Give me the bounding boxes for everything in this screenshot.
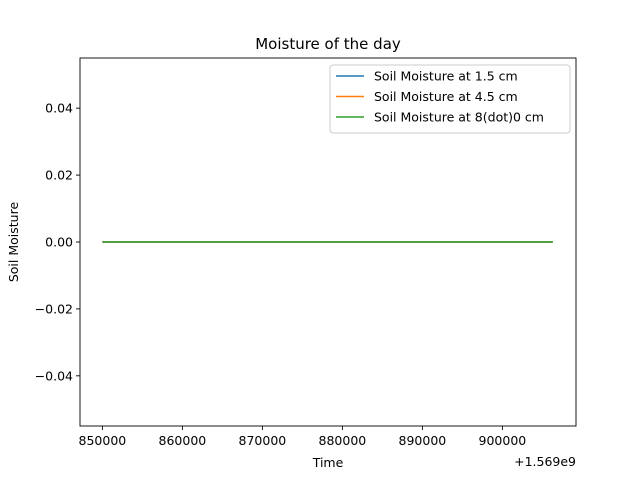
chart-title: Moisture of the day <box>255 35 401 53</box>
x-tick-label: 900000 <box>479 433 527 448</box>
x-offset-label: +1.569e9 <box>514 454 576 469</box>
legend-entry-label: Soil Moisture at 4.5 cm <box>374 89 518 104</box>
legend-entry-label: Soil Moisture at 8(dot)0 cm <box>374 110 544 125</box>
y-tick-label: −0.04 <box>35 368 73 383</box>
x-tick-label: 850000 <box>79 433 127 448</box>
x-tick-label: 880000 <box>319 433 367 448</box>
x-axis-label: Time <box>312 455 344 470</box>
legend-entry-label: Soil Moisture at 1.5 cm <box>374 69 518 84</box>
x-tick-label: 870000 <box>239 433 287 448</box>
legend: Soil Moisture at 1.5 cm Soil Moisture at … <box>329 64 571 134</box>
y-tick-label: −0.02 <box>35 301 73 316</box>
x-tick-label: 890000 <box>399 433 447 448</box>
ticks-layer: 850000 860000 870000 880000 890000 900000 −0.0… <box>35 101 527 448</box>
plot-frame <box>79 57 577 427</box>
legend-items: Soil Moisture at 1.5 cm Soil Moisture at … <box>336 69 544 125</box>
y-tick-label: 0.04 <box>45 101 73 116</box>
x-tick-label: 860000 <box>159 433 207 448</box>
y-tick-label: 0.00 <box>45 235 73 250</box>
legend-box <box>329 64 571 134</box>
y-tick-label: 0.02 <box>45 168 73 183</box>
y-axis-label: Soil Moisture <box>6 202 21 283</box>
